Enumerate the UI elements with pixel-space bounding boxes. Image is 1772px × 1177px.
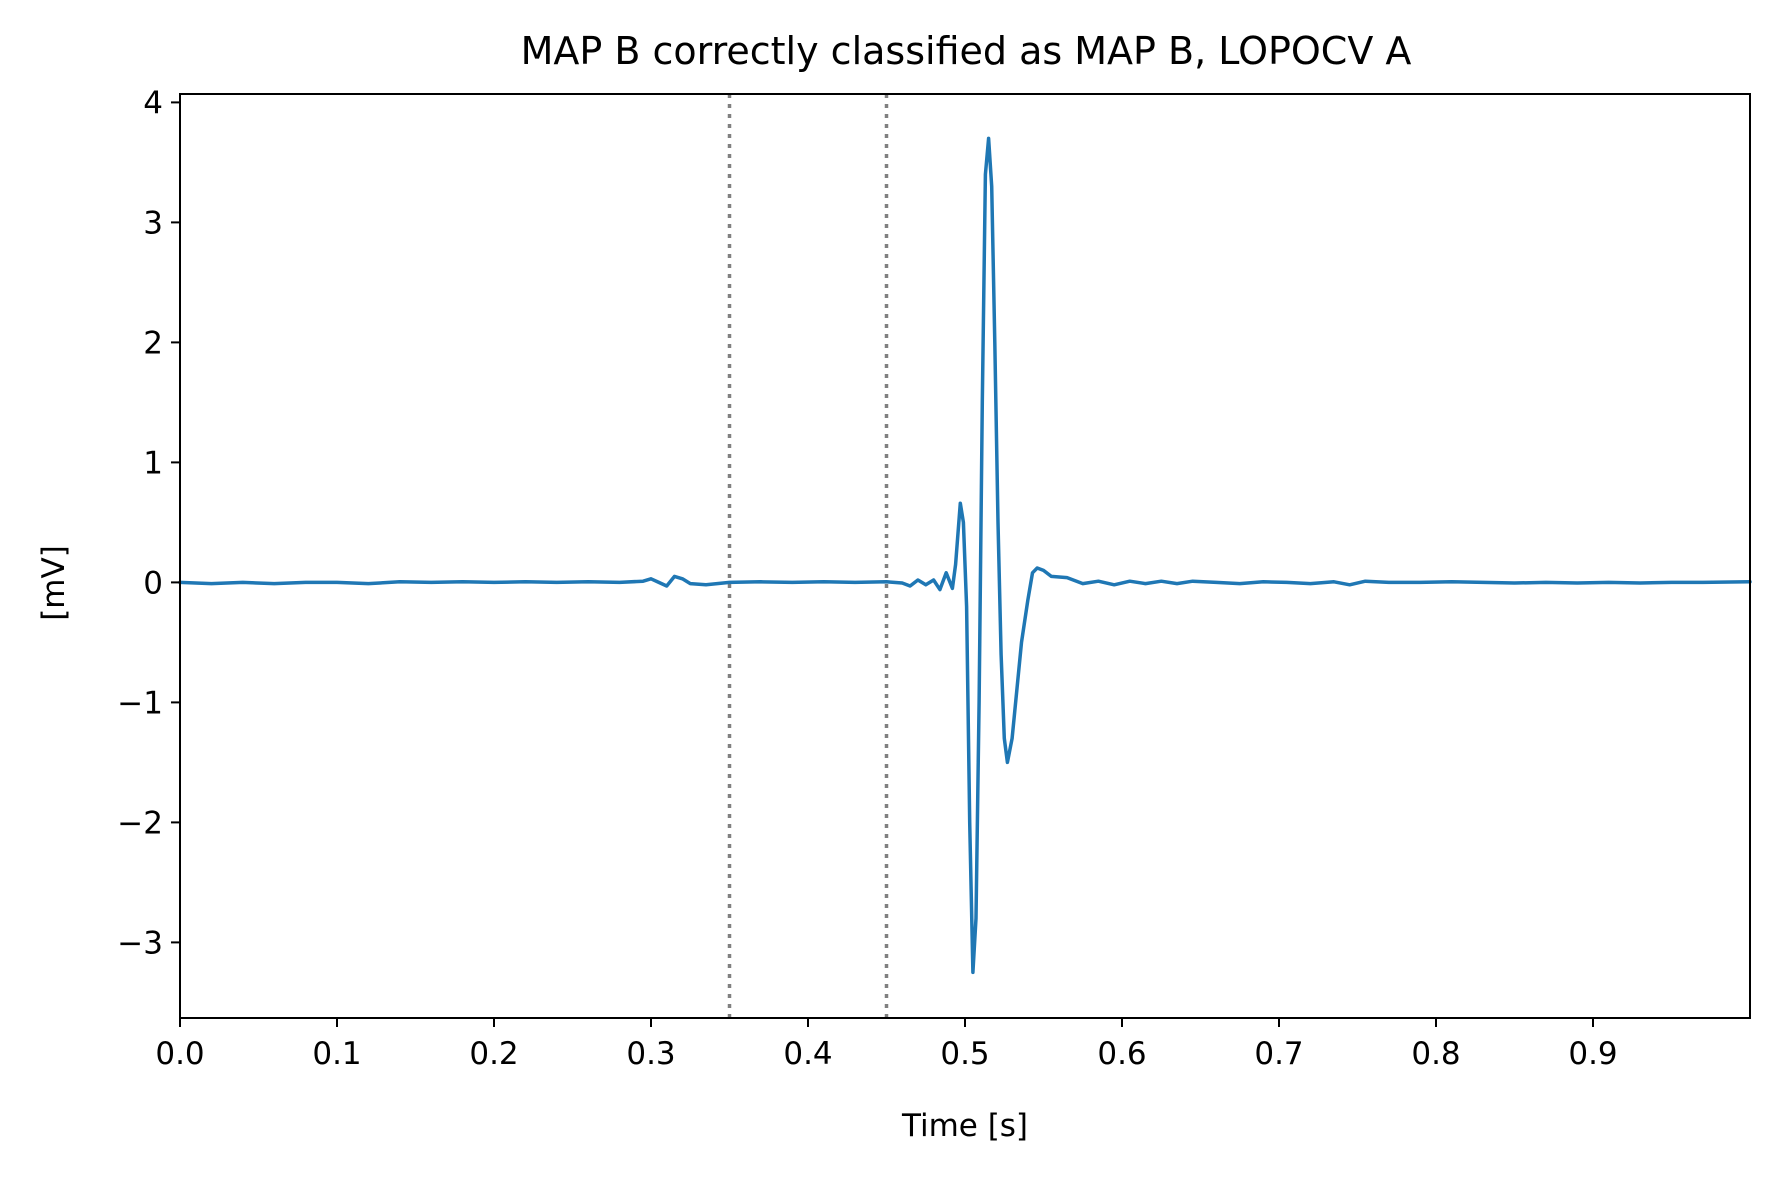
x-tick-label: 0.1 — [312, 1036, 361, 1072]
x-tick-label: 0.0 — [155, 1036, 204, 1072]
y-axis-ticks: −3 −2 −1 0 1 2 3 4 — [117, 85, 180, 961]
x-tick-label: 0.8 — [1411, 1036, 1460, 1072]
x-tick-label: 0.7 — [1254, 1036, 1303, 1072]
x-tick-label: 0.6 — [1097, 1036, 1146, 1072]
y-tick-label: −3 — [117, 925, 163, 961]
x-tick-label: 0.5 — [940, 1036, 989, 1072]
x-tick-label: 0.9 — [1568, 1036, 1617, 1072]
y-tick-label: 1 — [143, 445, 163, 481]
x-tick-label: 0.2 — [469, 1036, 518, 1072]
x-axis-ticks: 0.0 0.1 0.2 0.3 0.4 0.5 0.6 0.7 0.8 0.9 — [155, 1018, 1618, 1072]
reference-lines — [727, 94, 889, 1018]
y-tick-label: 4 — [143, 85, 163, 121]
y-tick-label: −1 — [117, 685, 163, 721]
x-tick-label: 0.4 — [783, 1036, 832, 1072]
y-tick-label: 0 — [143, 565, 163, 601]
y-axis-label: [mV] — [36, 545, 72, 621]
series-layer — [178, 136, 1752, 975]
chart-title: MAP B correctly classified as MAP B, LOP… — [521, 29, 1412, 73]
x-tick-label: 0.3 — [626, 1036, 675, 1072]
y-tick-label: 3 — [143, 205, 163, 241]
x-axis-label: Time [s] — [901, 1108, 1028, 1144]
y-tick-label: −2 — [117, 805, 163, 841]
y-tick-label: 2 — [143, 325, 163, 361]
series-line-1 — [178, 136, 1752, 975]
